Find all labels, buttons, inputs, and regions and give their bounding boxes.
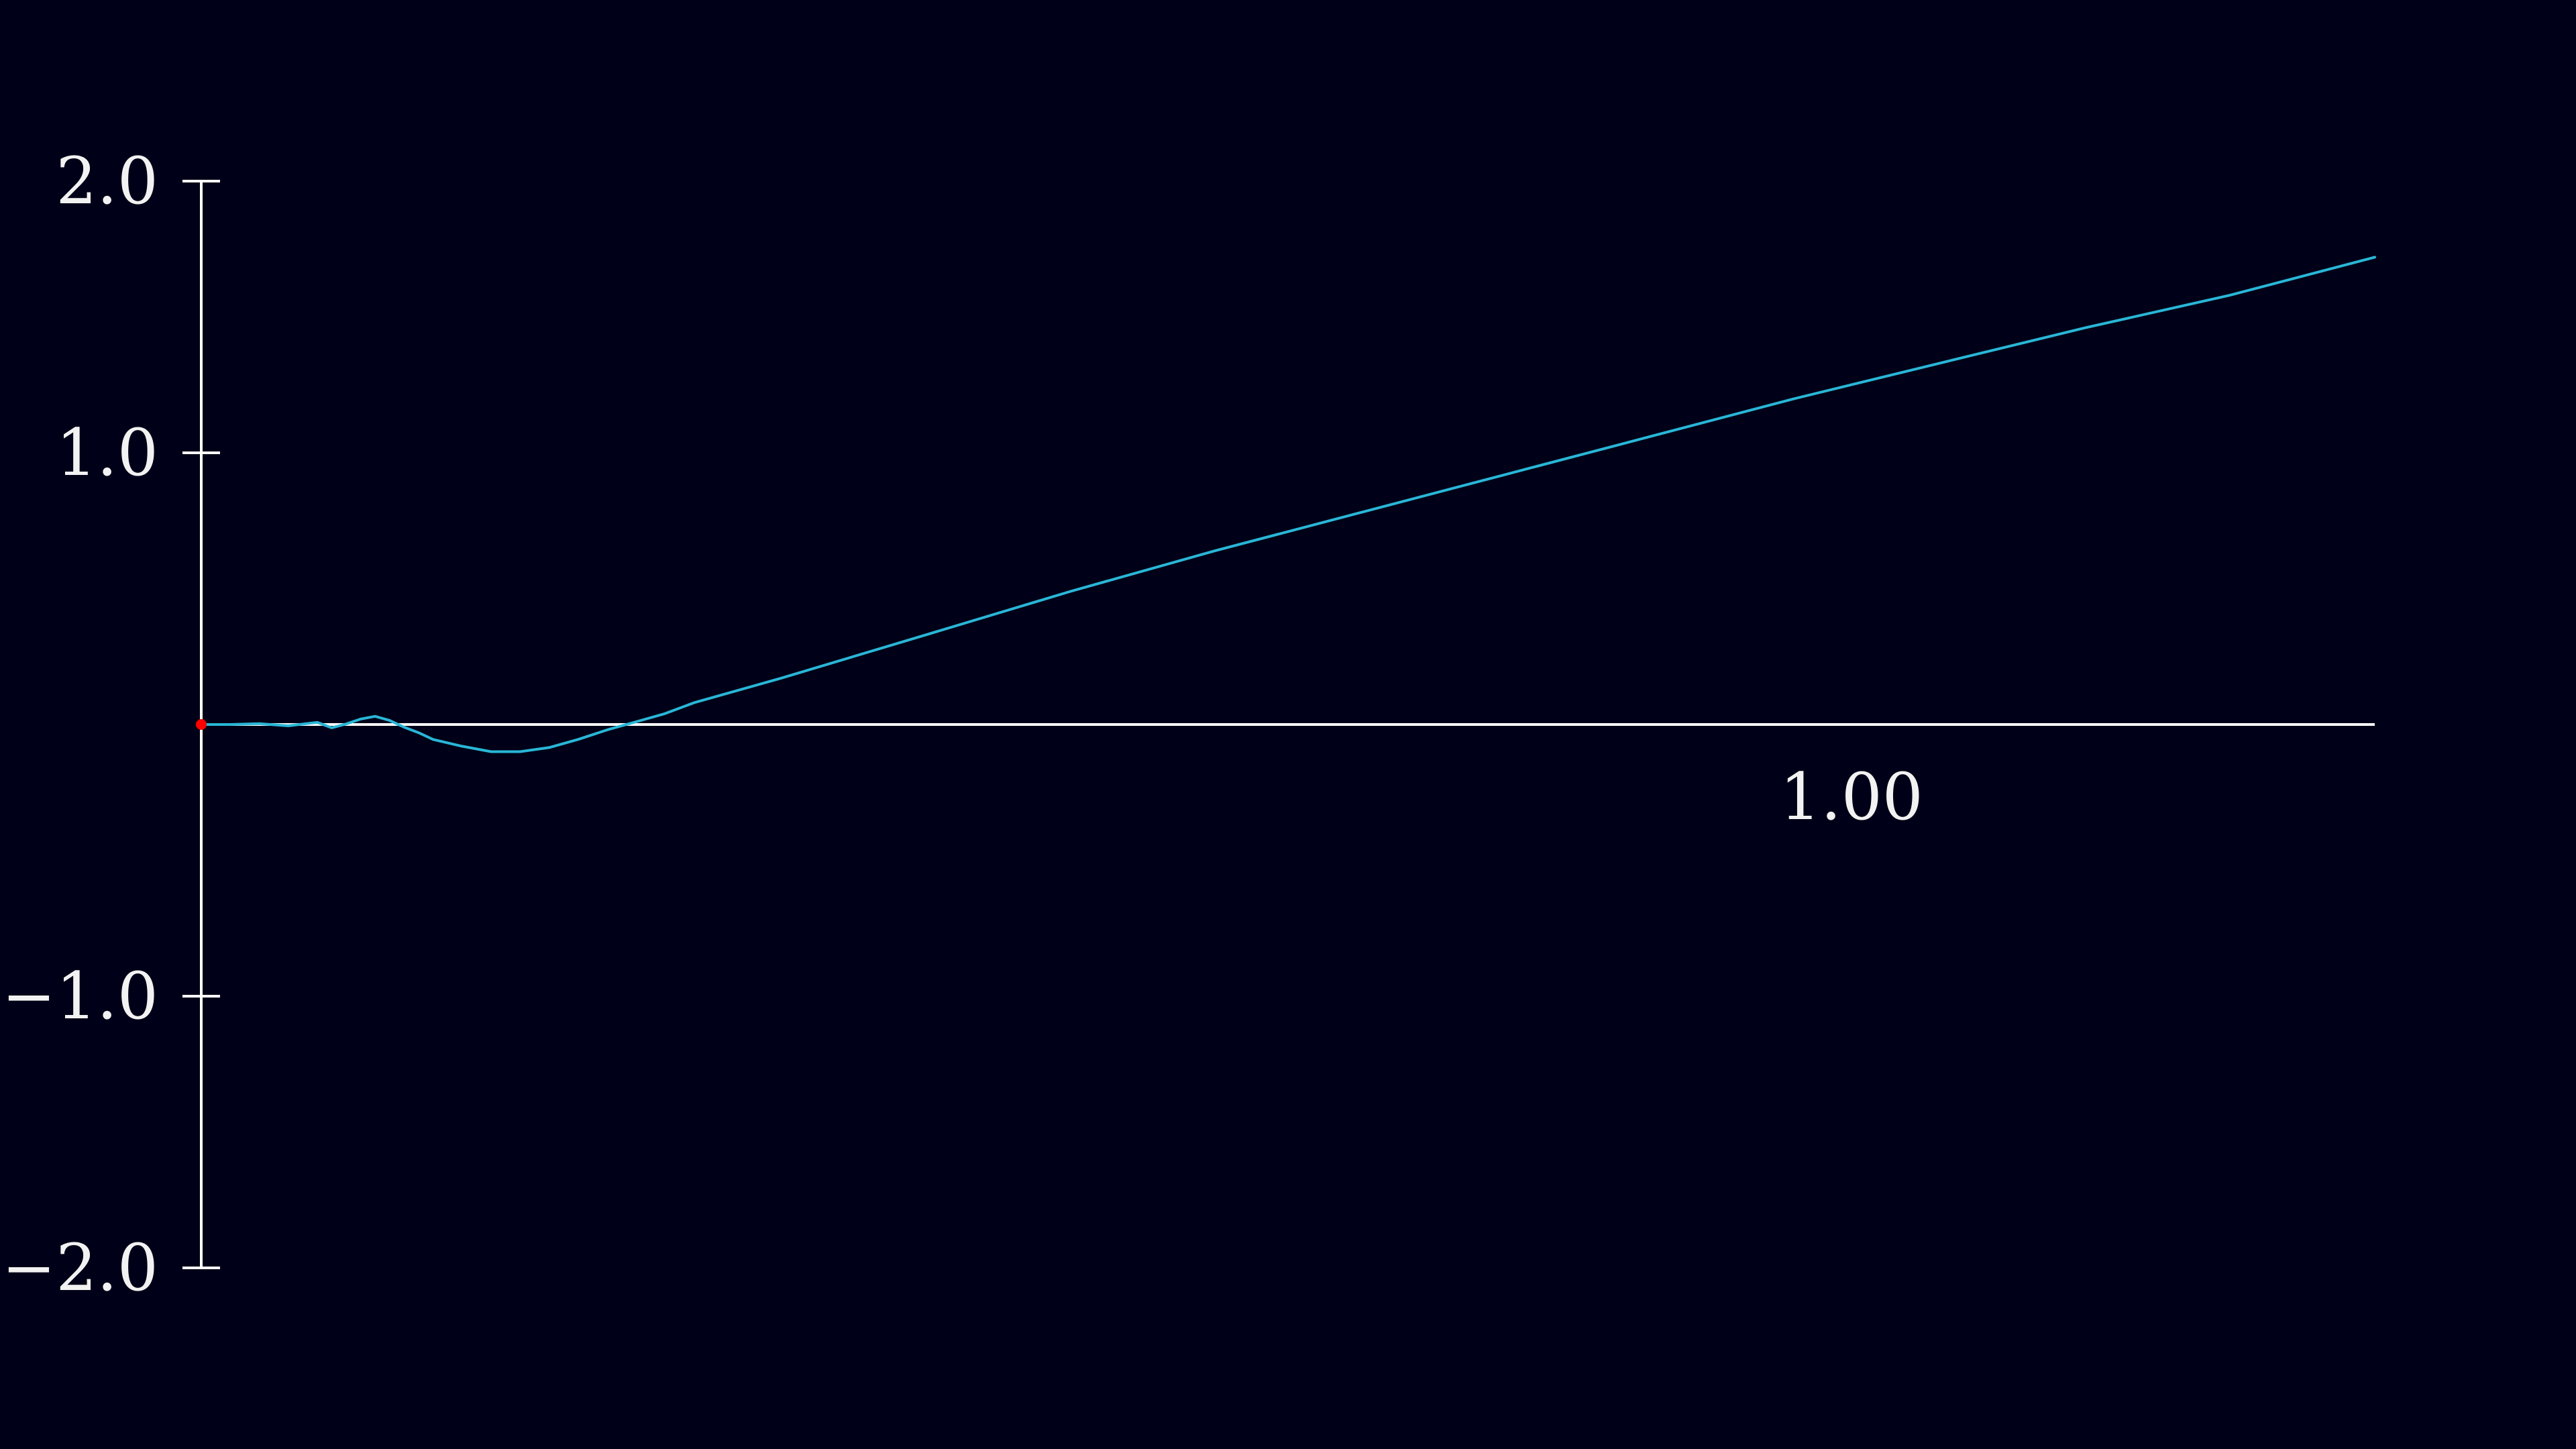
series-line [200,256,2376,753]
y-tick-label: 1.0 [56,415,158,490]
tick-labels: 2.0 1.0 −1.0 −2.0 1.00 [2,144,1923,1305]
y-tick-label: 2.0 [56,144,158,219]
x-tick-label: 1.00 [1780,759,1923,835]
series-layer [200,256,2376,753]
marker-layer [196,719,207,730]
y-tick-label: −1.0 [2,959,158,1034]
origin-point [196,719,207,730]
y-tick-label: −2.0 [2,1230,158,1305]
